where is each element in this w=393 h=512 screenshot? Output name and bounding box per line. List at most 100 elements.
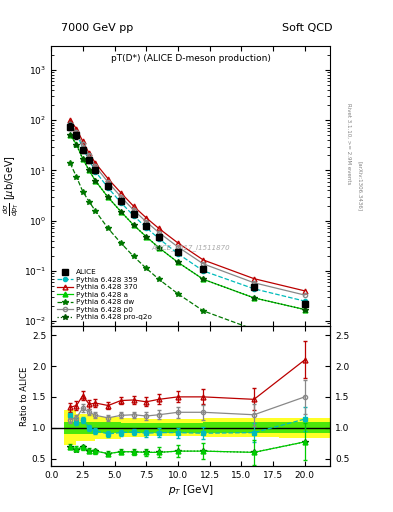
Pythia 6.428 a	[131, 222, 136, 228]
Pythia 6.428 p0	[144, 219, 149, 225]
Pythia 6.428 370	[68, 117, 72, 123]
Pythia 6.428 p0	[119, 194, 123, 200]
Pythia 6.428 370	[252, 275, 256, 282]
Pythia 6.428 dw	[252, 327, 256, 333]
Pythia 6.428 a	[68, 132, 72, 138]
Pythia 6.428 359	[252, 286, 256, 292]
Text: [arXiv:1306.3436]: [arXiv:1306.3436]	[357, 161, 362, 211]
Pythia 6.428 370	[302, 288, 307, 294]
Pythia 6.428 a	[74, 141, 79, 147]
Pythia 6.428 a	[176, 259, 180, 265]
Pythia 6.428 370	[156, 225, 161, 231]
Pythia 6.428 a	[81, 156, 85, 162]
Pythia 6.428 359	[156, 236, 161, 242]
Pythia 6.428 dw	[81, 188, 85, 195]
Pythia 6.428 pro-q2o	[302, 307, 307, 313]
Text: 7000 GeV pp: 7000 GeV pp	[61, 23, 133, 33]
Pythia 6.428 a	[119, 208, 123, 215]
Pythia 6.428 a	[302, 307, 307, 313]
Pythia 6.428 370	[93, 160, 98, 166]
Pythia 6.428 p0	[87, 152, 92, 158]
Text: Soft QCD: Soft QCD	[282, 23, 332, 33]
Line: Pythia 6.428 359: Pythia 6.428 359	[68, 120, 307, 303]
Text: Rivet 3.1.10, >= 2.9M events: Rivet 3.1.10, >= 2.9M events	[346, 103, 351, 185]
Line: Pythia 6.428 dw: Pythia 6.428 dw	[67, 160, 308, 345]
Pythia 6.428 359	[74, 130, 79, 136]
Pythia 6.428 359	[131, 212, 136, 219]
Pythia 6.428 370	[131, 203, 136, 209]
Pythia 6.428 359	[176, 251, 180, 257]
Pythia 6.428 dw	[144, 265, 149, 271]
Pythia 6.428 a	[252, 295, 256, 301]
Pythia 6.428 pro-q2o	[176, 259, 180, 265]
Pythia 6.428 dw	[201, 308, 206, 314]
Pythia 6.428 370	[87, 150, 92, 156]
Line: Pythia 6.428 pro-q2o: Pythia 6.428 pro-q2o	[67, 132, 308, 312]
Pythia 6.428 359	[87, 157, 92, 163]
Pythia 6.428 pro-q2o	[93, 178, 98, 184]
Pythia 6.428 359	[201, 268, 206, 274]
Pythia 6.428 p0	[156, 229, 161, 236]
Pythia 6.428 a	[156, 245, 161, 251]
Pythia 6.428 pro-q2o	[252, 295, 256, 301]
Pythia 6.428 p0	[106, 179, 110, 185]
Pythia 6.428 dw	[74, 174, 79, 180]
Pythia 6.428 pro-q2o	[68, 132, 72, 138]
Pythia 6.428 pro-q2o	[74, 142, 79, 148]
Pythia 6.428 pro-q2o	[81, 156, 85, 162]
Pythia 6.428 p0	[81, 141, 85, 147]
Pythia 6.428 dw	[131, 253, 136, 260]
Pythia 6.428 dw	[302, 338, 307, 345]
Pythia 6.428 pro-q2o	[106, 195, 110, 201]
Pythia 6.428 dw	[106, 225, 110, 231]
Pythia 6.428 pro-q2o	[156, 245, 161, 251]
Pythia 6.428 p0	[252, 280, 256, 286]
X-axis label: $p_T$ [GeV]: $p_T$ [GeV]	[168, 482, 213, 497]
Y-axis label: Ratio to ALICE: Ratio to ALICE	[20, 366, 29, 425]
Y-axis label: $\frac{d\sigma}{dp_T}$ [$\mu$b/GeV]: $\frac{d\sigma}{dp_T}$ [$\mu$b/GeV]	[2, 156, 21, 217]
Pythia 6.428 359	[68, 119, 72, 125]
Pythia 6.428 pro-q2o	[119, 208, 123, 215]
Line: Pythia 6.428 a: Pythia 6.428 a	[68, 132, 307, 312]
Pythia 6.428 359	[302, 298, 307, 304]
Pythia 6.428 359	[81, 145, 85, 151]
Pythia 6.428 p0	[74, 129, 79, 135]
Pythia 6.428 a	[201, 276, 206, 283]
Text: ALICE_2017_I1511870: ALICE_2017_I1511870	[151, 244, 230, 251]
Pythia 6.428 p0	[131, 207, 136, 213]
Pythia 6.428 dw	[87, 199, 92, 205]
Pythia 6.428 370	[106, 176, 110, 182]
Pythia 6.428 a	[144, 233, 149, 240]
Pythia 6.428 370	[176, 240, 180, 246]
Line: Pythia 6.428 p0: Pythia 6.428 p0	[68, 122, 307, 297]
Pythia 6.428 pro-q2o	[87, 167, 92, 174]
Pythia 6.428 p0	[302, 292, 307, 298]
Pythia 6.428 359	[93, 168, 98, 175]
Pythia 6.428 359	[119, 200, 123, 206]
Legend: ALICE, Pythia 6.428 359, Pythia 6.428 370, Pythia 6.428 a, Pythia 6.428 dw, Pyth: ALICE, Pythia 6.428 359, Pythia 6.428 37…	[55, 267, 154, 323]
Pythia 6.428 a	[93, 178, 98, 184]
Pythia 6.428 dw	[176, 291, 180, 297]
Pythia 6.428 359	[144, 224, 149, 230]
Pythia 6.428 p0	[176, 244, 180, 250]
Pythia 6.428 dw	[93, 208, 98, 214]
Pythia 6.428 a	[87, 167, 92, 174]
Pythia 6.428 dw	[119, 240, 123, 246]
Pythia 6.428 p0	[68, 121, 72, 127]
Pythia 6.428 370	[74, 125, 79, 132]
Text: pT(D*) (ALICE D-meson production): pT(D*) (ALICE D-meson production)	[111, 54, 270, 63]
Pythia 6.428 p0	[201, 261, 206, 267]
Pythia 6.428 370	[201, 257, 206, 263]
Pythia 6.428 359	[106, 185, 110, 191]
Pythia 6.428 pro-q2o	[144, 233, 149, 240]
Pythia 6.428 370	[81, 138, 85, 144]
Pythia 6.428 370	[119, 189, 123, 196]
Pythia 6.428 a	[106, 195, 110, 201]
Pythia 6.428 dw	[156, 276, 161, 283]
Pythia 6.428 dw	[68, 160, 72, 166]
Pythia 6.428 370	[144, 215, 149, 221]
Line: Pythia 6.428 370: Pythia 6.428 370	[68, 118, 307, 293]
Pythia 6.428 pro-q2o	[201, 276, 206, 283]
Pythia 6.428 p0	[93, 163, 98, 169]
Pythia 6.428 pro-q2o	[131, 222, 136, 228]
